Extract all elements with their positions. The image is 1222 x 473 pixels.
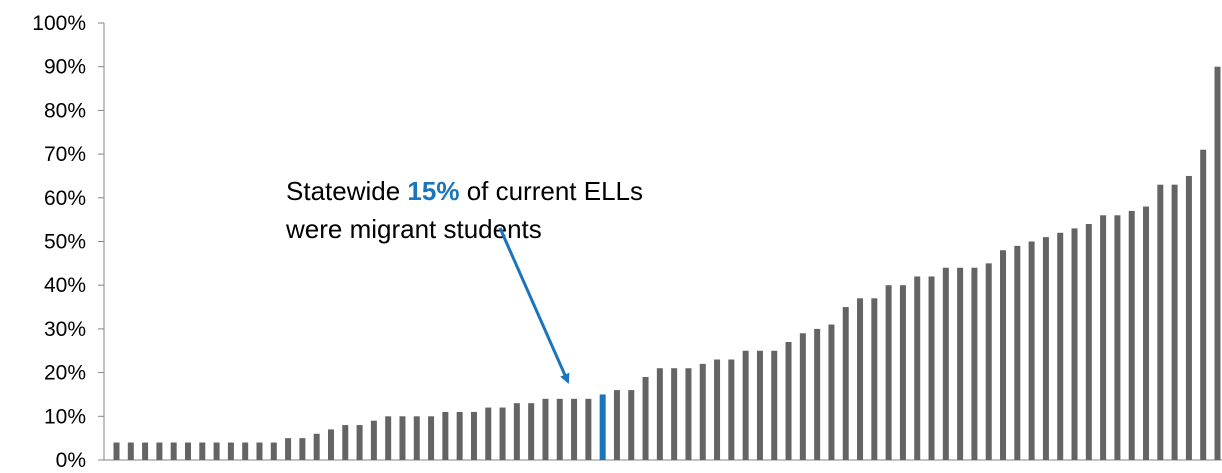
bar bbox=[699, 363, 706, 460]
bar bbox=[1028, 241, 1035, 460]
bar bbox=[685, 368, 692, 460]
bar bbox=[942, 267, 949, 460]
bar bbox=[1200, 149, 1207, 461]
bar bbox=[613, 390, 620, 460]
y-tick-label: 100% bbox=[32, 12, 86, 35]
bar bbox=[542, 398, 549, 460]
bar bbox=[857, 298, 864, 460]
bar bbox=[628, 390, 635, 460]
bars-group bbox=[113, 66, 1221, 461]
y-tick-label: 60% bbox=[44, 187, 86, 210]
bar bbox=[1000, 250, 1007, 460]
bar bbox=[270, 442, 277, 460]
bar bbox=[785, 342, 792, 460]
bar bbox=[499, 407, 506, 460]
annotation-line-1: Statewide 15% of current ELLs bbox=[286, 176, 643, 206]
bar bbox=[571, 398, 578, 460]
bar bbox=[556, 398, 563, 460]
bar bbox=[513, 403, 520, 460]
annotation: Statewide 15% of current ELLs were migra… bbox=[285, 176, 643, 384]
bar bbox=[285, 438, 292, 460]
bar bbox=[313, 433, 320, 460]
bar bbox=[399, 416, 406, 460]
bar bbox=[1157, 184, 1164, 460]
bar bbox=[656, 368, 663, 460]
y-tick-label: 70% bbox=[44, 143, 86, 166]
bar bbox=[1114, 215, 1121, 460]
y-tick-label: 50% bbox=[44, 231, 86, 254]
bar bbox=[485, 407, 492, 460]
bar bbox=[456, 411, 463, 460]
bar bbox=[370, 420, 377, 460]
bar bbox=[585, 398, 592, 460]
bar bbox=[871, 298, 878, 460]
bar bbox=[1128, 210, 1135, 460]
bar bbox=[771, 350, 778, 460]
y-tick-label: 0% bbox=[56, 449, 86, 472]
bar bbox=[442, 411, 449, 460]
bar bbox=[928, 276, 935, 460]
bar bbox=[256, 442, 263, 460]
bar bbox=[428, 416, 435, 460]
y-tick-label: 40% bbox=[44, 274, 86, 297]
bar bbox=[170, 442, 177, 460]
bar bbox=[356, 425, 363, 460]
bar bbox=[1143, 206, 1150, 460]
bar bbox=[814, 328, 821, 460]
y-tick-label: 80% bbox=[44, 99, 86, 122]
bar bbox=[1042, 237, 1049, 460]
bar bbox=[642, 376, 649, 460]
bar bbox=[142, 442, 149, 460]
bar bbox=[728, 359, 735, 460]
bar bbox=[227, 442, 234, 460]
y-tick-label: 90% bbox=[44, 56, 86, 79]
bar bbox=[714, 359, 721, 460]
bar bbox=[127, 442, 134, 460]
bar bbox=[671, 368, 678, 460]
bar bbox=[799, 333, 806, 460]
bar bbox=[199, 442, 206, 460]
y-axis: 0% 10% 20% 30% 40% 50% 60% 70% 80% 90% 100% bbox=[32, 12, 1222, 472]
bar-highlight-statewide bbox=[599, 394, 606, 460]
y-tick-label: 20% bbox=[44, 362, 86, 385]
bar bbox=[213, 442, 220, 460]
bar bbox=[1071, 228, 1078, 460]
bar bbox=[914, 276, 921, 460]
bar bbox=[985, 263, 992, 460]
bar bbox=[842, 307, 849, 460]
bar bbox=[1085, 224, 1092, 460]
bar bbox=[327, 429, 334, 460]
bar bbox=[957, 267, 964, 460]
bar bbox=[156, 442, 163, 460]
bar bbox=[742, 350, 749, 460]
annotation-highlight-value: 15% bbox=[407, 176, 459, 206]
bar bbox=[1185, 175, 1192, 460]
bar bbox=[756, 350, 763, 460]
y-tick-label: 10% bbox=[44, 405, 86, 428]
bar bbox=[184, 442, 191, 460]
bar bbox=[1214, 66, 1221, 460]
bar bbox=[413, 416, 420, 460]
bar bbox=[385, 416, 392, 460]
annotation-line-2: were migrant students bbox=[285, 214, 542, 244]
bar bbox=[1171, 184, 1178, 460]
bar bbox=[1014, 245, 1021, 460]
bar bbox=[299, 438, 306, 460]
annotation-prefix: Statewide bbox=[286, 176, 407, 206]
bar bbox=[899, 285, 906, 460]
bar bbox=[885, 285, 892, 460]
bar bbox=[528, 403, 535, 460]
bar bbox=[242, 442, 249, 460]
bar bbox=[971, 267, 978, 460]
bar bbox=[470, 411, 477, 460]
bar bbox=[1100, 215, 1107, 460]
bar bbox=[828, 324, 835, 460]
bar bbox=[342, 425, 349, 460]
annotation-arrow bbox=[498, 227, 570, 384]
bar bbox=[1057, 232, 1064, 460]
annotation-suffix: of current ELLs bbox=[467, 176, 643, 206]
y-tick-label: 30% bbox=[44, 318, 86, 341]
bar bbox=[113, 442, 120, 460]
